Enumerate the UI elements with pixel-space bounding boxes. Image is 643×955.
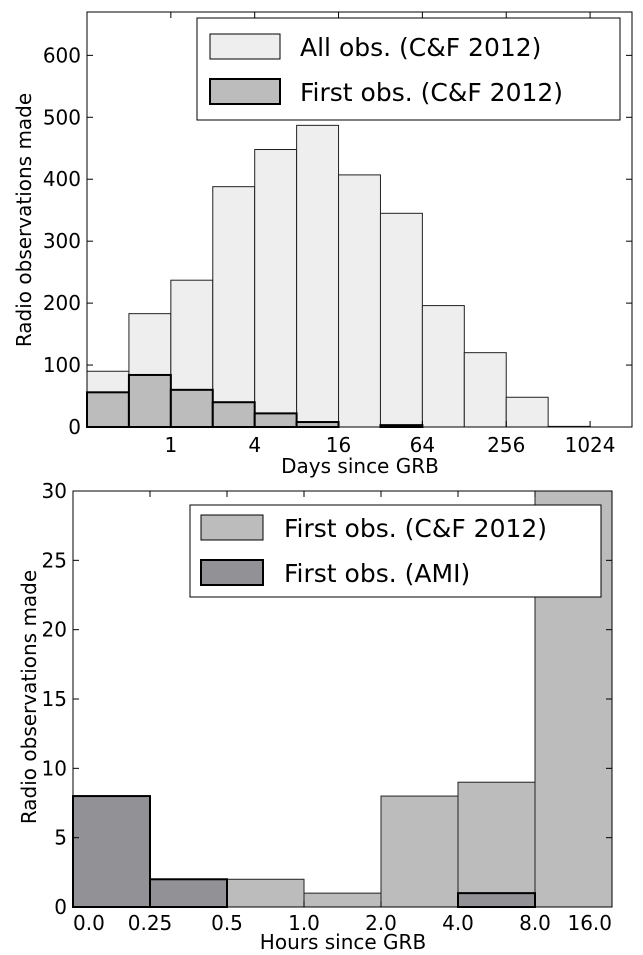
y-axis-ticks: 0 5 10 15 20 25 30 — [42, 479, 612, 919]
y-tick-label: 400 — [43, 167, 81, 191]
bar-all-obs — [338, 174, 381, 428]
x-axis-label: Days since GRB — [281, 454, 439, 478]
y-axis-label: Radio observations made — [12, 93, 36, 347]
y-tick-label: 300 — [43, 229, 81, 253]
plot-frame — [86, 11, 633, 428]
chart-days-since-grb: 0 100 200 300 400 500 600 1 4 16 64 256 1024 Days s… — [12, 11, 633, 478]
bar-first-obs-ami — [149, 878, 228, 908]
x-tick-label: 16 — [326, 433, 351, 457]
legend-swatch-first-obs — [209, 78, 281, 105]
y-axis-ticks: 0 100 200 300 400 500 600 — [43, 43, 632, 439]
first-obs-cf-series — [226, 490, 613, 908]
x-tick-label: 0.5 — [211, 911, 243, 935]
bar-first-obs-cf — [380, 795, 459, 908]
legend-label-first-obs-cf: First obs. (C&F 2012) — [284, 514, 547, 543]
legend-swatch-first-obs-cf — [200, 514, 264, 541]
y-tick-label: 10 — [42, 756, 67, 780]
y-tick-label: 0 — [68, 415, 81, 439]
y-tick-label: 5 — [54, 826, 67, 850]
legend-swatch-first-obs-ami — [200, 559, 264, 586]
legend-swatch-all-obs — [209, 33, 281, 60]
bar-first-obs — [169, 388, 214, 428]
x-tick-label: 64 — [410, 433, 435, 457]
x-axis-ticks: 0.0 0.25 0.5 1.0 2.0 4.0 8.0 16.0 — [72, 491, 613, 935]
bar-all-obs — [379, 212, 423, 428]
bar-first-obs-cf — [457, 781, 536, 908]
x-axis-label: Hours since GRB — [260, 930, 426, 954]
y-tick-label: 500 — [43, 105, 81, 129]
bar-first-obs — [253, 412, 298, 429]
y-tick-label: 200 — [43, 291, 81, 315]
bar-first-obs — [211, 401, 256, 428]
x-tick-label: 2.0 — [365, 911, 397, 935]
y-axis-label: Radio observations made — [17, 570, 41, 824]
legend: First obs. (C&F 2012) First obs. (AMI) — [189, 504, 602, 598]
bar-all-obs — [463, 352, 507, 428]
x-tick-label: 256 — [487, 433, 525, 457]
y-tick-label: 15 — [42, 687, 67, 711]
legend-label-first-obs: First obs. (C&F 2012) — [300, 78, 563, 107]
x-tick-label: 0.0 — [73, 911, 105, 935]
x-tick-label: 8.0 — [519, 911, 551, 935]
bar-first-obs-ami — [457, 892, 536, 909]
x-tick-label: 1024 — [565, 433, 616, 457]
bar-first-obs-cf — [226, 878, 305, 908]
y-tick-label: 20 — [42, 618, 67, 642]
x-tick-label: 4 — [248, 433, 261, 457]
bar-all-obs — [212, 186, 256, 428]
y-tick-label: 100 — [43, 353, 81, 377]
bar-first-obs — [295, 421, 340, 428]
x-tick-label: 1.0 — [288, 911, 320, 935]
x-tick-label: 0.25 — [128, 911, 173, 935]
bar-all-obs — [505, 396, 549, 428]
bar-first-obs — [127, 373, 172, 429]
x-tick-label: 1 — [164, 433, 177, 457]
legend-label-all-obs: All obs. (C&F 2012) — [300, 33, 541, 62]
y-tick-label: 30 — [42, 479, 67, 503]
bar-first-obs-ami — [72, 795, 151, 908]
bar-all-obs — [254, 149, 298, 428]
bar-all-obs — [421, 305, 465, 428]
x-tick-label: 4.0 — [442, 911, 474, 935]
y-tick-label: 25 — [42, 548, 67, 572]
bar-all-obs — [296, 124, 340, 428]
legend-label-first-obs-ami: First obs. (AMI) — [284, 559, 470, 588]
y-tick-label: 600 — [43, 43, 81, 67]
legend: All obs. (C&F 2012) First obs. (C&F 2012… — [196, 17, 621, 121]
x-tick-label: 16.0 — [567, 911, 612, 935]
first-obs-series — [86, 373, 424, 429]
bar-first-obs-cf — [303, 892, 382, 908]
x-axis-ticks: 1 4 16 64 256 1024 — [164, 12, 616, 457]
bar-first-obs — [86, 391, 130, 429]
y-tick-label: 0 — [54, 895, 67, 919]
